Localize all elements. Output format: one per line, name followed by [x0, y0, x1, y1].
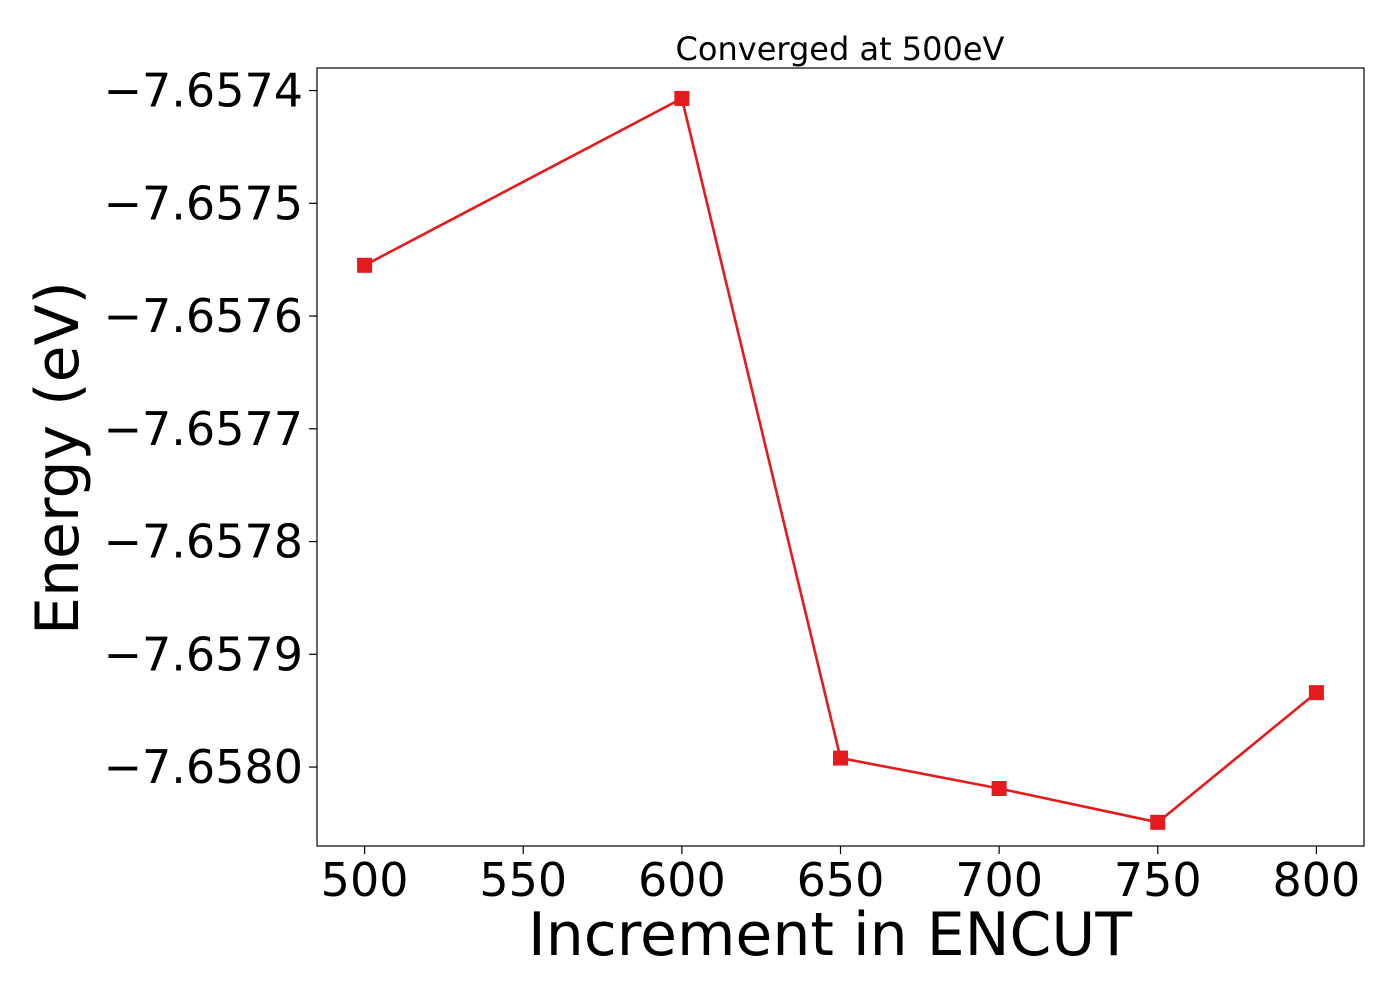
- y-axis-label: Energy (eV): [23, 281, 93, 635]
- x-tick-label: 700: [955, 853, 1043, 907]
- data-point-marker: [991, 780, 1007, 796]
- plot-area: [316, 67, 1365, 847]
- x-tick-label: 750: [1114, 853, 1202, 907]
- x-tick-label: 650: [797, 853, 885, 907]
- y-axis: −7.6574 −7.6575 −7.6576 −7.6577 −7.6578 −7.65…: [104, 64, 317, 794]
- x-axis-label: Increment in ENCUT: [528, 900, 1132, 970]
- series-layer: [357, 90, 1324, 830]
- y-tick-label: −7.6578: [104, 515, 304, 569]
- x-tick-label: 550: [479, 853, 567, 907]
- y-tick-label: −7.6575: [104, 176, 304, 230]
- y-tick-label: −7.6579: [104, 627, 304, 681]
- data-point-marker: [833, 750, 848, 766]
- x-tick-label: 800: [1273, 853, 1361, 907]
- x-axis: 500 550 600 650 700 750 800: [321, 846, 1361, 907]
- x-tick-label: 600: [638, 853, 726, 907]
- y-tick-label: −7.6580: [104, 740, 304, 794]
- data-point-marker: [1150, 814, 1166, 830]
- y-tick-label: −7.6577: [104, 402, 304, 456]
- data-point-marker: [357, 257, 373, 273]
- data-point-marker: [674, 90, 690, 106]
- x-tick-label: 500: [321, 853, 409, 907]
- chart-title: Converged at 500eV: [676, 30, 1005, 68]
- y-tick-label: −7.6576: [104, 289, 304, 343]
- y-tick-label: −7.6574: [104, 64, 304, 118]
- data-point-marker: [1308, 685, 1324, 701]
- series-line: [363, 96, 1318, 824]
